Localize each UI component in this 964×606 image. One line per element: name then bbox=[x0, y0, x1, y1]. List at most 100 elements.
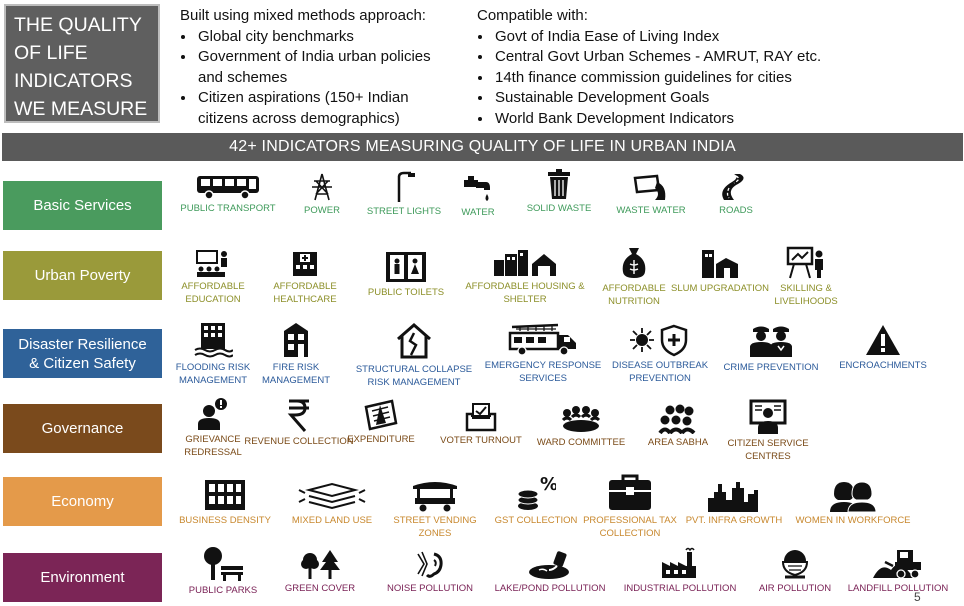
coins-percent-icon: % bbox=[517, 474, 556, 510]
indicator-label: GRIEVANCE REDRESSAL bbox=[184, 434, 242, 458]
food-sack-icon bbox=[622, 248, 646, 278]
indicator-skilling-livelihoods: SKILLING & LIVELIHOODS bbox=[751, 246, 861, 308]
indicator-grievance-redressal: GRIEVANCE REDRESSAL bbox=[158, 397, 268, 459]
indicator-label: DISEASE OUTBREAK PREVENTION bbox=[611, 360, 709, 384]
land-layers-icon bbox=[298, 482, 366, 510]
teacher-board-icon bbox=[786, 246, 823, 279]
indicator-label: VOTER TURNOUT bbox=[440, 435, 522, 446]
fire-truck-icon bbox=[508, 323, 576, 356]
category-urban-poverty: Urban Poverty bbox=[3, 251, 162, 300]
indicator-label: STREET VENDING ZONES bbox=[393, 515, 477, 539]
indicator-flooding-risk: FLOODING RISK MANAGEMENT bbox=[158, 321, 268, 387]
indicator-label: AREA SABHA bbox=[647, 437, 709, 448]
bulldozer-icon bbox=[873, 550, 921, 579]
compatible-item: Govt of India Ease of Living Index bbox=[493, 27, 897, 48]
title-box: THE QUALITY OF LIFE INDICATORS WE MEASUR… bbox=[4, 4, 160, 123]
vending-stall-icon bbox=[413, 482, 457, 512]
indicator-citizen-service-centres: CITIZEN SERVICE CENTRES bbox=[713, 399, 823, 463]
noise-ear-icon bbox=[417, 551, 443, 578]
indicator-street-vending-zones: STREET VENDING ZONES bbox=[380, 478, 490, 540]
bus-icon bbox=[197, 176, 259, 200]
housing-icon bbox=[494, 250, 556, 276]
indicator-label: SKILLING & LIVELIHOODS bbox=[774, 283, 838, 307]
mask-face-icon bbox=[781, 550, 809, 579]
title-line: OF LIFE bbox=[14, 42, 88, 64]
slum-icon bbox=[702, 250, 738, 278]
road-icon bbox=[722, 174, 744, 200]
indicator-pvt-infra-growth: PVT. INFRA GROWTH bbox=[679, 480, 789, 527]
indicator-label: WASTE WATER bbox=[616, 205, 686, 216]
indicator-public-parks: PUBLIC PARKS bbox=[168, 546, 278, 597]
title-line: THE QUALITY bbox=[14, 14, 142, 36]
waste-water-icon bbox=[633, 174, 666, 200]
category-disaster-line: & Citizen Safety bbox=[29, 354, 136, 372]
office-building-icon bbox=[205, 480, 245, 510]
indicator-affordable-housing: AFFORDABLE HOUSING & SHELTER bbox=[460, 248, 590, 306]
category-environment: Environment bbox=[3, 553, 162, 602]
indicator-label: CITIZEN SERVICE CENTRES bbox=[727, 438, 809, 462]
indicator-emergency-response: EMERGENCY RESPONSE SERVICES bbox=[478, 323, 608, 385]
indicator-mixed-land-use: MIXED LAND USE bbox=[277, 480, 387, 527]
indicator-industrial-pollution: INDUSTRIAL POLLUTION bbox=[615, 546, 745, 595]
indicator-lake-pond-pollution: LAKE/POND POLLUTION bbox=[485, 548, 615, 595]
indicator-power: POWER bbox=[267, 172, 377, 217]
indicator-disease-outbreak: DISEASE OUTBREAK PREVENTION bbox=[605, 323, 715, 385]
indicator-label: GST COLLECTION bbox=[494, 515, 578, 526]
indicator-label: WATER bbox=[461, 207, 495, 218]
ballot-box-icon bbox=[465, 403, 497, 432]
indicator-label: PVT. INFRA GROWTH bbox=[685, 515, 783, 526]
flood-building-icon bbox=[194, 323, 233, 358]
pond-pollution-icon bbox=[529, 551, 569, 579]
indicators-banner: 42+ INDICATORS MEASURING QUALITY OF LIFE… bbox=[2, 133, 963, 161]
indicator-area-sabha: AREA SABHA bbox=[623, 404, 733, 449]
indicator-label: WOMEN IN WORKFORCE bbox=[795, 515, 911, 526]
indicator-label: PUBLIC TRANSPORT bbox=[180, 203, 276, 214]
indicator-structural-collapse: STRUCTURAL COLLAPSE RISK MANAGEMENT bbox=[349, 321, 479, 389]
compatible-heading: Compatible with: bbox=[477, 7, 588, 24]
category-disaster-resilience: Disaster Resilience & Citizen Safety bbox=[3, 329, 162, 378]
indicator-public-toilets: PUBLIC TOILETS bbox=[351, 250, 461, 299]
category-basic-services: Basic Services bbox=[3, 181, 162, 230]
indicator-label: REVENUE COLLECTION bbox=[244, 436, 354, 447]
indicator-label: ROADS bbox=[719, 205, 753, 216]
indicator-label: PUBLIC TOILETS bbox=[367, 287, 445, 298]
indicator-label: PUBLIC PARKS bbox=[188, 585, 258, 596]
indicator-label: PROFESSIONAL TAX COLLECTION bbox=[583, 515, 677, 539]
indicator-noise-pollution: NOISE POLLUTION bbox=[375, 548, 485, 595]
indicator-affordable-nutrition: AFFORDABLE NUTRITION bbox=[579, 246, 689, 308]
indicator-label: FLOODING RISK MANAGEMENT bbox=[175, 362, 251, 386]
indicator-waste-water: WASTE WATER bbox=[596, 172, 706, 217]
street-light-icon bbox=[397, 171, 415, 202]
indicator-label: BUSINESS DENSITY bbox=[179, 515, 271, 526]
virus-shield-icon bbox=[630, 324, 688, 357]
indicator-crime-prevention: CRIME PREVENTION bbox=[716, 323, 826, 374]
indicator-label: AIR POLLUTION bbox=[758, 583, 832, 594]
women-icon bbox=[830, 481, 877, 512]
indicator-label: CRIME PREVENTION bbox=[723, 362, 819, 373]
indicator-landfill-pollution: LANDFILL POLLUTION bbox=[844, 544, 952, 595]
ward-committee-icon bbox=[561, 406, 601, 432]
indicator-label: AFFORDABLE NUTRITION bbox=[602, 283, 666, 307]
compatible-item: Central Govt Urban Schemes - AMRUT, RAY … bbox=[493, 47, 897, 68]
briefcase-icon bbox=[609, 474, 651, 510]
built-item: Government of India urban policies and s… bbox=[196, 47, 450, 88]
built-item: Global city benchmarks bbox=[196, 27, 450, 48]
indicator-label: INDUSTRIAL POLLUTION bbox=[623, 583, 737, 594]
category-economy: Economy bbox=[3, 477, 162, 526]
water-tap-icon bbox=[464, 176, 490, 201]
indicator-label: STREET LIGHTS bbox=[366, 206, 442, 217]
factory-icon bbox=[662, 547, 696, 578]
indicator-water: WATER bbox=[423, 174, 533, 219]
indicator-public-transport: PUBLIC TRANSPORT bbox=[173, 174, 283, 215]
indicator-label: FIRE RISK MANAGEMENT bbox=[261, 362, 331, 386]
indicator-green-cover: GREEN COVER bbox=[265, 548, 375, 595]
indicator-label: LANDFILL POLLUTION bbox=[847, 583, 949, 594]
cracked-house-icon bbox=[397, 323, 431, 359]
fire-building-icon bbox=[284, 323, 308, 357]
park-bench-icon bbox=[204, 547, 243, 581]
warning-icon bbox=[866, 325, 900, 355]
indicator-affordable-healthcare: AFFORDABLE HEALTHCARE bbox=[250, 248, 360, 306]
indicator-expenditure: EXPENDITURE bbox=[326, 399, 436, 446]
indicator-gst-collection: % GST COLLECTION bbox=[481, 474, 591, 527]
category-governance: Governance bbox=[3, 404, 162, 453]
